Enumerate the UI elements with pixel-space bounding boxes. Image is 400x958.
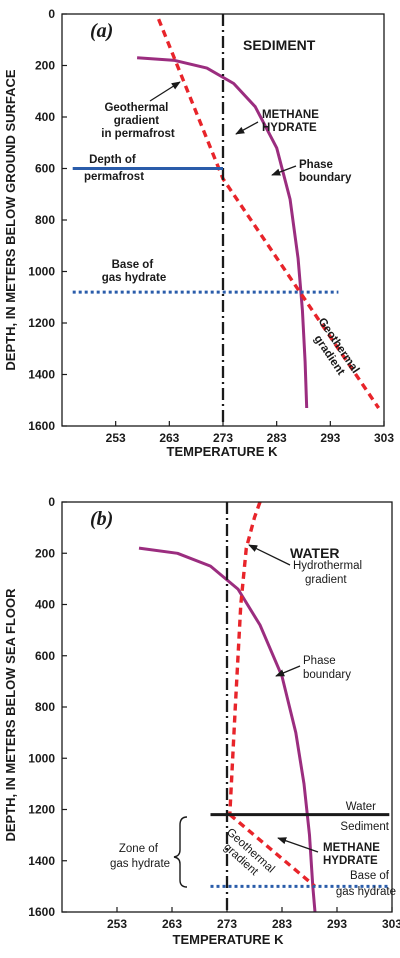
zone-label-sediment: SEDIMENT <box>243 37 316 53</box>
x-tick-label: 293 <box>327 917 347 931</box>
arrow-phase-boundary-b <box>275 665 301 677</box>
annotation-geothermal-gradient-a: Geothermal gradient <box>305 316 363 386</box>
x-tick-label: 253 <box>107 917 127 931</box>
series-line-hydrothermal-gradient <box>228 501 262 815</box>
x-tick-label: 283 <box>267 431 287 445</box>
y-tick-label: 1000 <box>28 265 55 279</box>
y-tick-label: 1400 <box>28 368 55 382</box>
arrow-methane-hydrate-a <box>235 121 259 135</box>
annotation-zone-gas-hydrate: Zone of gas hydrate <box>110 843 170 870</box>
annotation-hydrothermal-gradient: Hydrothermal gradient <box>293 560 365 586</box>
y-tick-label: 200 <box>35 59 55 73</box>
annotation-phase-boundary-b: Phase boundary <box>303 655 351 681</box>
tick-labels-a: 253 263 273 283 293 303 0 200 400 600 800 1000 1200 1… <box>28 7 394 445</box>
y-tick-label: 1200 <box>28 803 55 817</box>
x-tick-label: 293 <box>320 431 340 445</box>
x-tick-label: 263 <box>159 431 179 445</box>
arrow-phase-boundary-a <box>271 165 297 176</box>
y-tick-label: 600 <box>35 162 55 176</box>
x-axis-label-b: TEMPERATURE K <box>173 932 285 947</box>
y-tick-label: 800 <box>35 213 55 227</box>
x-tick-label: 263 <box>162 917 182 931</box>
annotation-base-gas-hydrate-b-line1: Base of <box>350 870 390 882</box>
annotation-depth-permafrost: Depth of permafrost <box>84 154 144 183</box>
y-tick-label: 1400 <box>28 854 55 868</box>
y-tick-label: 1600 <box>28 905 55 919</box>
y-axis-label-b: DEPTH, IN METERS BELOW SEA FLOOR <box>3 588 18 842</box>
annotation-base-gas-hydrate-b-line2: gas hydrate <box>336 886 396 898</box>
chart-panel-b: 253 263 273 283 293 303 0 200 400 600 800 1000 1200 1… <box>3 495 400 947</box>
y-axis-label-a: DEPTH, IN METERS BELOW GROUND SURFACE <box>3 69 18 371</box>
y-tick-label: 1200 <box>28 316 55 330</box>
annotation-phase-boundary-a: Phase boundary <box>299 159 352 184</box>
y-tick-label: 400 <box>35 598 55 612</box>
tick-labels-b: 253 263 273 283 293 303 0 200 400 600 800 1000 1200 1… <box>28 495 400 931</box>
y-tick-label: 200 <box>35 546 55 560</box>
annotation-sediment: Sediment <box>340 821 389 833</box>
y-tick-label: 1000 <box>28 751 55 765</box>
zone-bracket <box>173 816 188 888</box>
panel-label-a: (a) <box>90 20 113 42</box>
y-tick-label: 600 <box>35 649 55 663</box>
panel-label-b: (b) <box>90 508 113 530</box>
arrow-hydrothermal-gradient <box>248 544 291 566</box>
annotation-water: Water <box>346 801 376 813</box>
annotation-methane-hydrate-b: METHANE HYDRATE <box>323 842 383 867</box>
annotation-methane-hydrate-a: METHANE HYDRATE <box>262 109 322 134</box>
x-tick-label: 303 <box>374 431 394 445</box>
series-layer-a <box>72 14 381 426</box>
annotation-base-gas-hydrate-a: Base of gas hydrate <box>102 259 167 284</box>
y-tick-label: 0 <box>48 495 55 509</box>
y-tick-label: 0 <box>48 7 55 21</box>
y-tick-label: 400 <box>35 110 55 124</box>
arrow-geothermal-permafrost <box>149 81 181 102</box>
y-tick-label: 800 <box>35 700 55 714</box>
x-tick-label: 283 <box>272 917 292 931</box>
x-tick-label: 303 <box>382 917 400 931</box>
x-tick-label: 253 <box>106 431 126 445</box>
series-line-phase-boundary <box>136 56 309 409</box>
x-axis-label-a: TEMPERATURE K <box>167 444 279 459</box>
series-line-geothermal-gradient <box>228 813 317 888</box>
x-tick-label: 273 <box>213 431 233 445</box>
annotation-geothermal-permafrost: Geothermal gradient in permafrost <box>101 102 175 140</box>
chart-panel-a: 253 263 273 283 293 303 0 200 400 600 800 1000 1200 1… <box>3 7 394 459</box>
annotation-geothermal-gradient-b: Geothermal gradient <box>215 826 279 887</box>
y-tick-label: 1600 <box>28 419 55 433</box>
arrow-methane-hydrate-b <box>277 837 319 853</box>
x-tick-label: 273 <box>217 917 237 931</box>
zone-label-water: WATER <box>290 545 340 561</box>
